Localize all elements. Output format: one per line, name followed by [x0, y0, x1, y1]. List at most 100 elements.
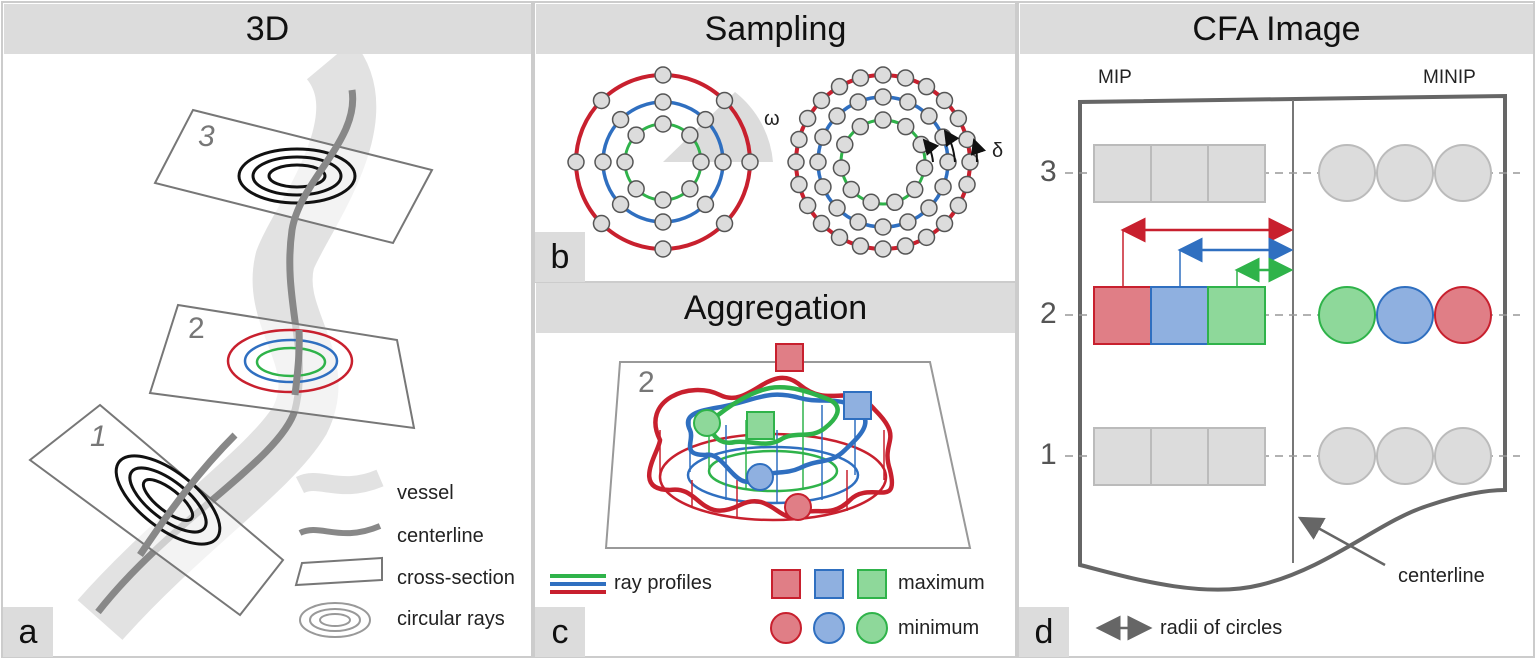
legend-maximum-label: maximum — [898, 572, 985, 594]
circular-rays-3 — [237, 147, 357, 205]
sample-point — [696, 110, 715, 129]
sample-point — [874, 66, 892, 84]
centerline-pointer — [1297, 516, 1386, 567]
sample-point — [832, 159, 851, 177]
sample-point — [851, 69, 870, 87]
centerline-label: centerline — [1398, 565, 1485, 587]
sample-point — [874, 218, 892, 236]
legend-max-blue — [814, 569, 844, 599]
slice-label-2: 2 — [188, 312, 205, 345]
legend-vessel-label: vessel — [397, 482, 454, 504]
sample-point — [616, 153, 634, 171]
minip-label: MINIP — [1423, 67, 1476, 88]
cfa-image-outline — [1078, 93, 1507, 592]
sample-point — [812, 214, 831, 233]
legend-ray-profiles-label: ray profiles — [614, 572, 712, 594]
sample-point — [812, 91, 831, 110]
panel-b-drawing — [567, 66, 987, 258]
sample-point — [896, 237, 915, 255]
sample-point — [849, 213, 867, 231]
min-marker-red — [784, 493, 812, 521]
sample-point — [851, 117, 870, 136]
sample-point — [958, 130, 976, 149]
sample-point — [814, 178, 832, 196]
sample-point — [958, 175, 976, 194]
sample-point — [696, 195, 715, 214]
sample-point — [905, 180, 924, 199]
sample-point — [949, 109, 968, 128]
circular-rays-2 — [226, 328, 354, 394]
minip-green — [1318, 286, 1376, 344]
sample-point — [681, 180, 699, 198]
sample-point — [899, 93, 917, 111]
delta-arrows — [922, 129, 987, 163]
sample-point — [949, 196, 968, 215]
sample-point — [915, 159, 934, 177]
sample-point — [935, 91, 954, 110]
omega-wedge — [663, 92, 773, 162]
sample-point — [592, 91, 611, 110]
sample-point — [741, 153, 759, 171]
sample-point — [917, 77, 936, 96]
sample-point — [935, 214, 954, 233]
sample-point — [920, 107, 938, 125]
panel-a-title: 3D — [4, 4, 531, 54]
legend-circular-rays-label: circular rays — [397, 608, 505, 630]
sample-point — [654, 213, 672, 231]
sample-point — [814, 128, 832, 146]
sample-point — [896, 69, 915, 87]
sample-point — [714, 153, 732, 171]
panel-d-title: CFA Image — [1020, 4, 1533, 54]
ray-profile-red — [646, 375, 895, 519]
sample-point — [790, 130, 808, 149]
legend-ray-profiles-icon — [550, 574, 606, 594]
mip-blue — [1150, 286, 1209, 345]
sample-point — [828, 199, 846, 217]
minip-blue — [1376, 286, 1434, 344]
legend-centerline-icon — [298, 523, 382, 537]
sample-point — [798, 109, 817, 128]
panel-a-tag: a — [3, 607, 53, 657]
cross-section-3 — [153, 108, 434, 245]
sample-point — [862, 193, 880, 212]
sample-point — [917, 228, 936, 247]
sample-point — [715, 91, 734, 110]
sample-point — [654, 66, 672, 84]
row-label-1: 1 — [1040, 438, 1057, 471]
sample-point — [790, 175, 808, 194]
sample-point — [836, 135, 854, 154]
legend-min-green — [856, 612, 888, 644]
sample-point — [798, 196, 817, 215]
row-label-2: 2 — [1040, 297, 1057, 330]
sample-point — [886, 193, 904, 212]
panel-c-drawing — [550, 343, 972, 644]
sample-point — [611, 110, 630, 129]
sample-point — [961, 153, 979, 171]
sample-point — [715, 214, 734, 233]
sample-point — [692, 153, 710, 171]
circular-rays-1 — [114, 454, 222, 546]
legend-max-green — [857, 569, 887, 599]
sample-point — [654, 115, 672, 133]
panel-b-title: Sampling — [536, 4, 1015, 54]
row-label-3: 3 — [1040, 155, 1057, 188]
panel-b-tag: b — [535, 232, 585, 282]
sample-point — [899, 213, 917, 231]
legend-minimum-label: minimum — [898, 617, 980, 639]
legend-circular-rays-icon — [299, 602, 371, 638]
minip-red — [1434, 286, 1492, 344]
sample-point — [592, 214, 611, 233]
sample-point — [830, 228, 849, 247]
sample-point — [874, 88, 892, 106]
cross-section-2 — [148, 303, 416, 430]
mip-red — [1093, 286, 1152, 345]
sample-point — [828, 107, 846, 125]
legend-max-red — [771, 569, 801, 599]
sample-point — [681, 126, 699, 144]
sample-point — [849, 93, 867, 111]
max-marker-red — [775, 343, 804, 372]
sample-point — [594, 153, 612, 171]
mip-label: MIP — [1098, 67, 1132, 88]
